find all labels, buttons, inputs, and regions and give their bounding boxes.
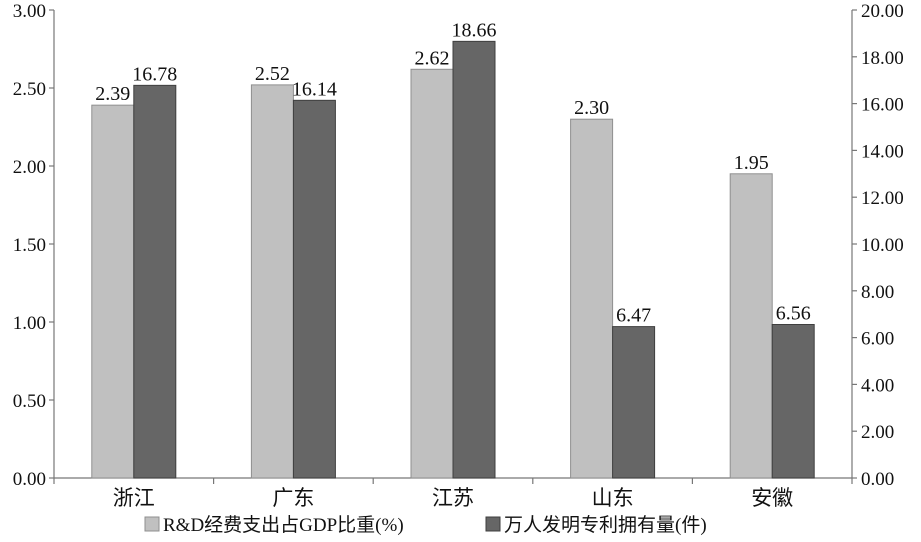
left-tick-label: 0.50: [13, 391, 46, 412]
data-label-rd-share: 2.52: [255, 63, 290, 85]
data-label-patents: 16.78: [132, 63, 177, 85]
right-tick-label: 8.00: [861, 282, 894, 303]
right-tick-label: 2.00: [861, 422, 894, 443]
data-label-rd-share: 2.30: [574, 97, 609, 119]
data-label-patents: 18.66: [452, 19, 497, 41]
right-tick-label: 12.00: [861, 188, 904, 209]
right-tick-label: 20.00: [861, 1, 904, 22]
right-tick-label: 10.00: [861, 235, 904, 256]
right-tick-label: 16.00: [861, 95, 904, 116]
bar-patents: [452, 40, 496, 479]
left-tick-label: 1.00: [13, 313, 46, 334]
right-tick-label: 14.00: [861, 141, 904, 162]
data-label-rd-share: 2.39: [95, 83, 130, 105]
data-label-patents: 16.14: [292, 78, 337, 100]
left-tick-label: 2.00: [13, 157, 46, 178]
x-axis: 浙江 广东 江苏 山东 安徽: [53, 478, 853, 510]
right-tick-label: 6.00: [861, 329, 894, 350]
category-label: 江苏: [432, 486, 474, 510]
data-label-patents: 6.56: [776, 302, 811, 324]
right-tick-label: 0.00: [861, 469, 894, 490]
bar-patents: [292, 99, 336, 479]
left-y-axis: 0.00 0.50 1.00 1.50 2.00 2.50 3.00: [13, 1, 54, 490]
data-label-rd-share: 2.62: [415, 47, 450, 69]
right-y-axis: 0.00 2.00 4.00 6.00 8.00 10.00 12.00 14.00 16.00…: [852, 1, 904, 490]
bar-patents: [612, 326, 656, 479]
bar-rd-share: [729, 173, 773, 479]
bar-rd-share: [410, 68, 454, 479]
data-label-rd-share: 1.95: [734, 152, 769, 174]
category-label: 安徽: [751, 486, 793, 510]
left-tick-label: 1.50: [13, 235, 46, 256]
left-tick-label: 0.00: [13, 469, 46, 490]
left-tick-label: 3.00: [13, 1, 46, 22]
bars: [91, 40, 815, 479]
legend-label-rd-share: R&D经费支出占GDP比重(%): [163, 514, 404, 536]
category-label: 广东: [272, 486, 314, 510]
right-tick-label: 18.00: [861, 48, 904, 69]
legend-swatch-rd-share: [144, 516, 160, 532]
right-tick-label: 4.00: [861, 375, 894, 396]
data-label-patents: 6.47: [616, 305, 651, 327]
bar-rd-share: [570, 118, 614, 479]
category-label: 浙江: [113, 486, 155, 510]
bar-rd-share: [91, 104, 135, 479]
legend: R&D经费支出占GDP比重(%) 万人发明专利拥有量(件): [144, 514, 707, 536]
legend-swatch-patents: [485, 516, 501, 532]
left-tick-label: 2.50: [13, 79, 46, 100]
bar-patents: [133, 84, 177, 479]
category-label: 山东: [592, 486, 634, 510]
legend-label-patents: 万人发明专利拥有量(件): [504, 514, 707, 536]
bar-rd-share: [250, 84, 294, 479]
bar-patents: [771, 323, 815, 479]
